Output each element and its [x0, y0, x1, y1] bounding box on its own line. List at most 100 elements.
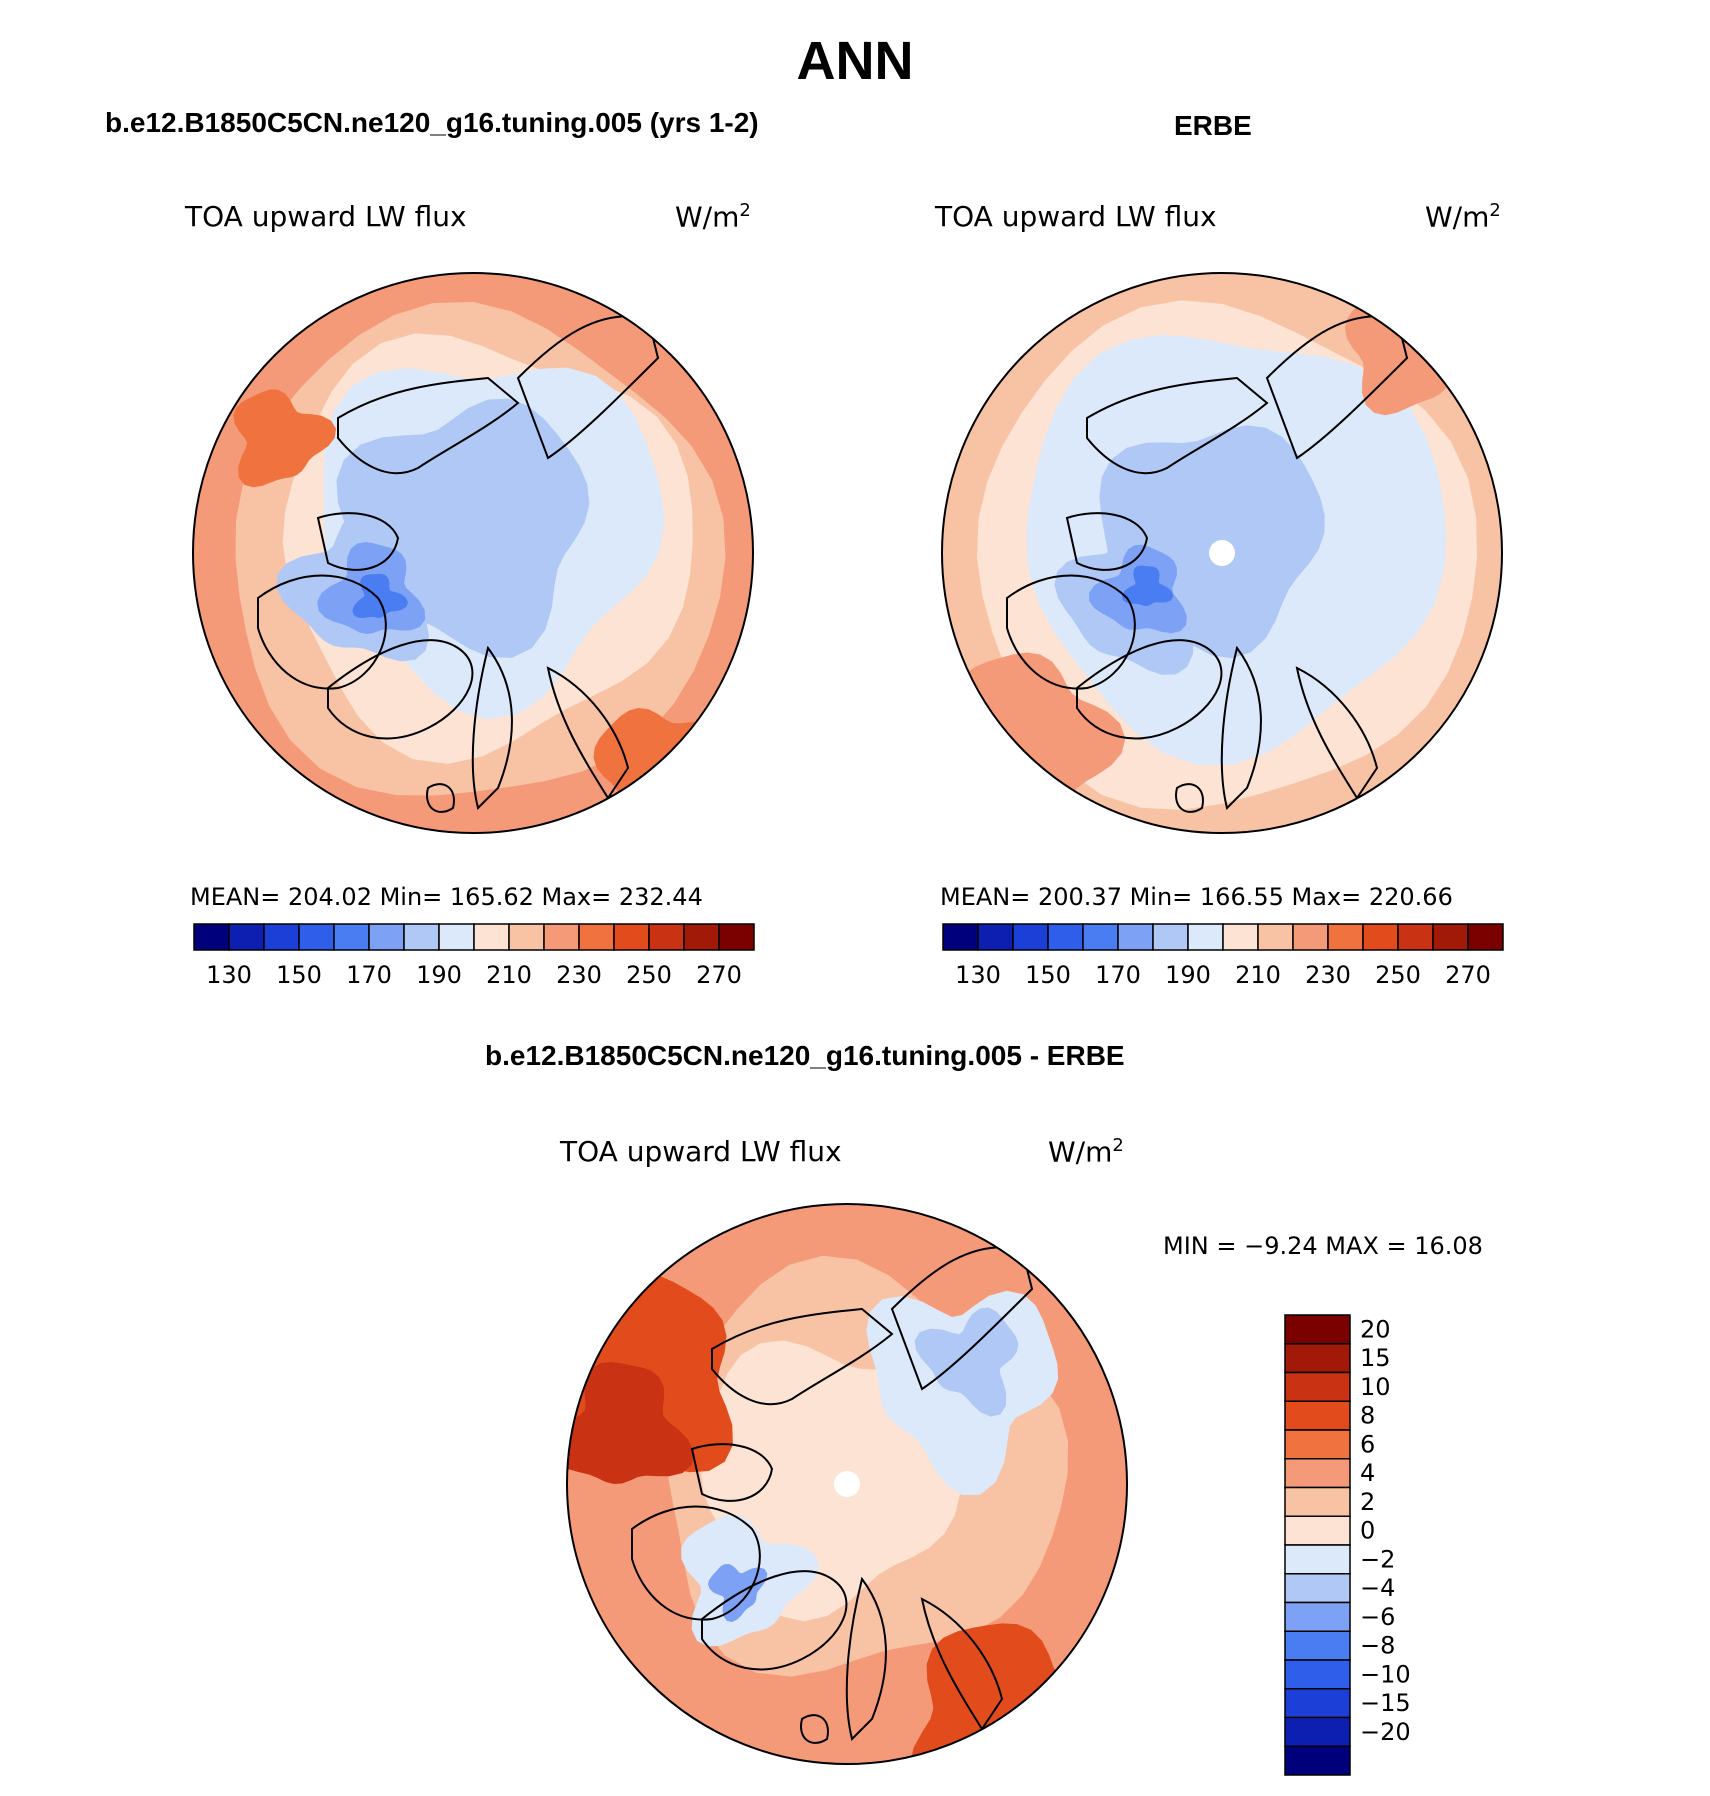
- cbar3-swatch: [1284, 1688, 1351, 1719]
- panel2-polar-map: [941, 272, 1503, 834]
- map3-coastline: [701, 1570, 848, 1671]
- map2-pole-hole: [1209, 540, 1235, 566]
- map2-coastline: [1175, 783, 1204, 813]
- map3-boundary: [566, 1203, 1128, 1765]
- panel3-polar-map: [566, 1203, 1128, 1765]
- cbar3-tick-label: 2: [1360, 1488, 1375, 1516]
- cbar1-swatch: [438, 923, 475, 951]
- cbar1-swatch: [578, 923, 615, 951]
- cbar1-tick-label: 270: [696, 961, 742, 989]
- cbar1-swatch: [648, 923, 685, 951]
- map3-coastline: [845, 1576, 887, 1741]
- panel2-stats: MEAN= 200.37 Min= 166.55 Max= 220.66: [940, 883, 1453, 911]
- cbar1-swatch: [403, 923, 440, 951]
- cbar1-tick-label: 250: [626, 961, 672, 989]
- cbar2-tick-label: 270: [1445, 961, 1491, 989]
- map1-coastline: [426, 783, 455, 813]
- cbar3-tick-label: −6: [1360, 1603, 1395, 1631]
- cbar1-tick-label: 210: [486, 961, 532, 989]
- cbar2-tick-label: 150: [1025, 961, 1071, 989]
- panel2-units: W/m2: [1425, 200, 1501, 234]
- cbar3-tick-label: −8: [1360, 1632, 1395, 1660]
- panel3-units: W/m2: [1048, 1135, 1124, 1169]
- cbar3-swatch: [1284, 1659, 1351, 1690]
- main-title: ANN: [796, 31, 914, 91]
- cbar3-swatch: [1284, 1745, 1351, 1776]
- cbar1-swatch: [368, 923, 405, 951]
- map3-pole-hole: [834, 1471, 860, 1497]
- cbar2-tick-label: 230: [1305, 961, 1351, 989]
- panel1-polar-map: [192, 272, 754, 834]
- map2-coastline: [1065, 512, 1149, 571]
- cbar1-swatch: [508, 923, 545, 951]
- cbar1-swatch: [333, 923, 370, 951]
- map2-coastline: [1220, 645, 1262, 810]
- panel2-colorbar: 130 150 170 190 210 230 250 270: [942, 923, 1504, 989]
- map2-coastline: [1086, 376, 1269, 475]
- panel1-stats: MEAN= 204.02 Min= 165.62 Max= 232.44: [190, 883, 703, 911]
- cbar1-swatch: [228, 923, 265, 951]
- cbar1-swatch: [718, 923, 755, 951]
- cbar2-swatch: [1362, 923, 1399, 951]
- map2-coastline: [1006, 574, 1136, 690]
- cbar2-swatch: [977, 923, 1014, 951]
- cbar1-tick-label: 230: [556, 961, 602, 989]
- cbar1-swatch: [473, 923, 510, 951]
- panel1-colorbar: 130 150 170 190 210 230 250 270: [193, 923, 755, 989]
- map1-coastline: [337, 376, 520, 475]
- panel2-title: ERBE: [1174, 110, 1252, 141]
- cbar2-tick-label: 190: [1165, 961, 1211, 989]
- map3-coastline: [690, 1443, 774, 1502]
- cbar3-tick-label: −4: [1360, 1574, 1395, 1602]
- map3-field-region: [909, 1623, 1112, 1764]
- map1-field-region: [352, 573, 408, 618]
- cbar2-swatch: [1187, 923, 1224, 951]
- cbar3-swatch: [1284, 1486, 1351, 1517]
- cbar1-swatch: [263, 923, 300, 951]
- cbar3-swatch: [1284, 1400, 1351, 1431]
- cbar1-swatch: [543, 923, 580, 951]
- cbar3-tick-label: −10: [1360, 1660, 1411, 1688]
- cbar2-swatch: [1012, 923, 1049, 951]
- cbar3-tick-label: 10: [1360, 1373, 1391, 1401]
- map1-coastline: [516, 315, 660, 460]
- cbar2-swatch: [1432, 923, 1469, 951]
- map2-coastline: [1076, 639, 1223, 740]
- cbar3-tick-label: 4: [1360, 1459, 1375, 1487]
- cbar1-tick-label: 170: [346, 961, 392, 989]
- cbar2-swatch: [1257, 923, 1294, 951]
- panel3-variable: TOA upward LW flux: [560, 1135, 842, 1168]
- cbar2-swatch: [1117, 923, 1154, 951]
- map1-coastline: [327, 639, 474, 740]
- cbar2-tick-label: 130: [955, 961, 1001, 989]
- cbar3-swatch: [1284, 1716, 1351, 1747]
- cbar2-swatch: [942, 923, 979, 951]
- map2-boundary: [941, 272, 1503, 834]
- map1-coastline: [471, 645, 513, 810]
- map1-field-region: [233, 389, 336, 488]
- cbar3-swatch: [1284, 1515, 1351, 1546]
- map3-field-region: [567, 1362, 694, 1484]
- cbar3-tick-label: −20: [1360, 1718, 1411, 1746]
- map1-coastline: [257, 574, 387, 690]
- cbar3-tick-label: 6: [1360, 1430, 1375, 1458]
- cbar1-swatch: [683, 923, 720, 951]
- cbar3-swatch: [1284, 1601, 1351, 1632]
- cbar1-swatch: [193, 923, 230, 951]
- map3-coastline: [631, 1505, 761, 1621]
- cbar1-tick-label: 130: [206, 961, 252, 989]
- cbar3-swatch: [1284, 1630, 1351, 1661]
- cbar2-tick-label: 210: [1235, 961, 1281, 989]
- cbar2-swatch: [1292, 923, 1329, 951]
- cbar3-tick-label: 15: [1360, 1344, 1391, 1372]
- panel1-units: W/m2: [675, 200, 751, 234]
- cbar2-swatch: [1082, 923, 1119, 951]
- cbar2-tick-label: 250: [1375, 961, 1421, 989]
- cbar2-swatch: [1467, 923, 1504, 951]
- cbar3-tick-label: 8: [1360, 1402, 1375, 1430]
- cbar3-swatch: [1284, 1573, 1351, 1604]
- map1-boundary: [192, 272, 754, 834]
- panel3-title: b.e12.B1850C5CN.ne120_g16.tuning.005 - E…: [485, 1040, 1125, 1071]
- map3-coastline: [800, 1714, 829, 1744]
